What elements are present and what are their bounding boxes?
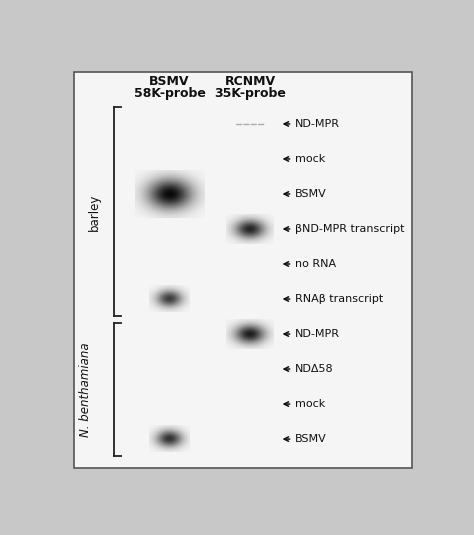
Text: BSMV: BSMV xyxy=(295,434,327,444)
Text: NDΔ58: NDΔ58 xyxy=(295,364,334,374)
Text: N. benthamiana: N. benthamiana xyxy=(79,342,92,437)
FancyBboxPatch shape xyxy=(74,72,412,468)
Text: mock: mock xyxy=(295,154,325,164)
Text: mock: mock xyxy=(295,399,325,409)
Text: 58K-probe: 58K-probe xyxy=(134,87,205,100)
Text: ND-MPR: ND-MPR xyxy=(295,119,340,129)
Text: RCNMV: RCNMV xyxy=(225,75,276,88)
Text: 35K-probe: 35K-probe xyxy=(214,87,286,100)
Text: no RNA: no RNA xyxy=(295,259,336,269)
Text: BSMV: BSMV xyxy=(149,75,190,88)
Text: βND-MPR transcript: βND-MPR transcript xyxy=(295,224,405,234)
Text: BSMV: BSMV xyxy=(295,189,327,199)
Text: barley: barley xyxy=(88,194,100,231)
Text: ND-MPR: ND-MPR xyxy=(295,329,340,339)
Text: RNAβ transcript: RNAβ transcript xyxy=(295,294,383,304)
